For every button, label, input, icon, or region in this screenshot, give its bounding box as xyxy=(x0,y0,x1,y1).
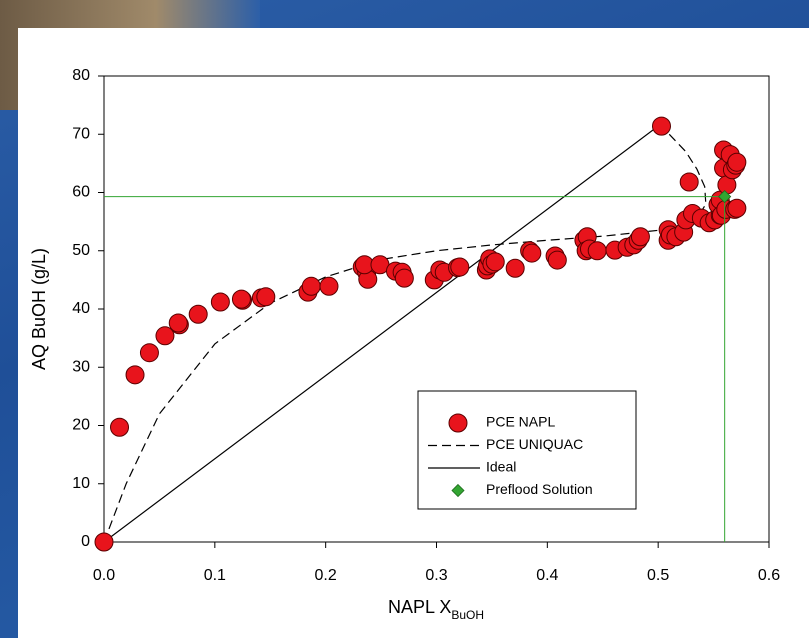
y-tick-label: 20 xyxy=(72,417,90,434)
y-tick-label: 10 xyxy=(72,475,90,492)
point xyxy=(168,313,188,333)
y-tick-label: 30 xyxy=(72,358,90,375)
point xyxy=(485,252,505,272)
legend-symbol xyxy=(451,483,465,498)
x-tick-label: 0.5 xyxy=(647,567,669,584)
point xyxy=(110,417,130,437)
x-tick-label: 0.1 xyxy=(204,567,226,584)
legend-label: PCE UNIQUAC xyxy=(486,436,583,452)
point xyxy=(155,326,175,346)
point xyxy=(450,257,470,277)
point xyxy=(547,250,567,270)
y-tick-label: 0 xyxy=(81,533,90,550)
point xyxy=(505,258,525,278)
x-tick-label: 0.6 xyxy=(758,567,780,584)
y-tick-label: 80 xyxy=(72,67,90,84)
curve xyxy=(103,125,659,543)
x-tick-label: 0.3 xyxy=(425,567,447,584)
point xyxy=(125,365,145,385)
point xyxy=(139,343,159,363)
point xyxy=(727,152,747,172)
point xyxy=(630,227,650,247)
legend-symbol xyxy=(448,413,468,433)
point xyxy=(522,243,542,263)
point xyxy=(651,116,671,136)
point xyxy=(587,241,607,261)
point xyxy=(210,292,230,312)
x-axis-label-main: NAPL X xyxy=(388,597,451,617)
y-tick-label: 40 xyxy=(72,300,90,317)
point xyxy=(727,198,747,218)
x-tick-label: 0.0 xyxy=(93,567,115,584)
y-tick-label: 70 xyxy=(72,125,90,142)
x-axis-label: NAPL XBuOH xyxy=(388,597,484,622)
point xyxy=(256,287,276,307)
point xyxy=(679,172,699,192)
x-tick-label: 0.4 xyxy=(536,567,558,584)
chart-panel xyxy=(18,28,809,638)
y-axis-label: AQ BuOH (g/L) xyxy=(29,248,49,370)
point xyxy=(94,532,114,552)
legend-label: PCE NAPL xyxy=(486,414,555,430)
x-axis-label-sub: BuOH xyxy=(451,608,484,622)
point xyxy=(718,190,732,204)
point xyxy=(231,289,251,309)
x-tick-label: 0.2 xyxy=(315,567,337,584)
y-tick-label: 50 xyxy=(72,242,90,259)
point xyxy=(394,268,414,288)
legend-label: Preflood Solution xyxy=(486,481,593,497)
point xyxy=(319,276,339,296)
curve xyxy=(103,125,707,543)
point xyxy=(188,304,208,324)
point xyxy=(301,276,321,296)
legend-label: Ideal xyxy=(486,459,516,475)
y-tick-label: 60 xyxy=(72,184,90,201)
